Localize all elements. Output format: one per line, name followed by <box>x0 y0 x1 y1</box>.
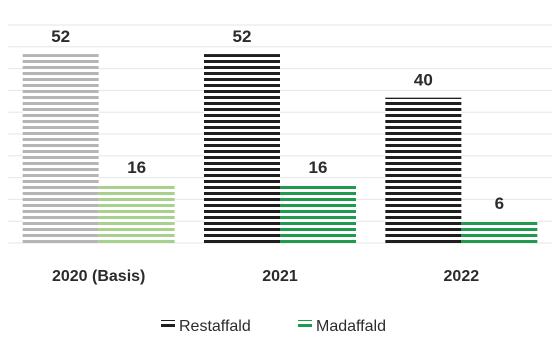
x-tick-label: 2020 (Basis) <box>52 268 145 285</box>
legend-swatch-madaffald <box>298 320 312 330</box>
bar-madaffald-0 <box>98 184 175 243</box>
data-label-madaffald-1: 16 <box>309 158 328 177</box>
data-label-madaffald-0: 16 <box>127 158 146 177</box>
legend-label-madaffald: Madaffald <box>316 318 386 335</box>
bar-restaffald-2 <box>385 97 462 244</box>
bar-madaffald-1 <box>280 184 356 243</box>
legend-swatch-restaffald <box>161 320 175 330</box>
bar-restaffald-0 <box>22 54 99 243</box>
x-tick-labels-group: 2020 (Basis) 2021 2022 <box>52 268 479 285</box>
x-tick-label: 2022 <box>444 268 480 285</box>
legend-label-restaffald: Restaffald <box>179 318 251 335</box>
legend: Restaffald Madaffald <box>161 318 386 335</box>
data-label-restaffald-1: 52 <box>233 27 252 46</box>
bar-madaffald-2 <box>461 221 538 243</box>
bar-restaffald-1 <box>204 54 280 243</box>
x-tick-label: 2021 <box>262 268 298 285</box>
data-label-restaffald-2: 40 <box>414 71 433 90</box>
data-label-madaffald-2: 6 <box>495 194 504 213</box>
bars-group <box>22 54 538 244</box>
data-labels-group: 52 16 52 16 40 6 <box>51 27 504 213</box>
data-label-restaffald-0: 52 <box>51 27 70 46</box>
